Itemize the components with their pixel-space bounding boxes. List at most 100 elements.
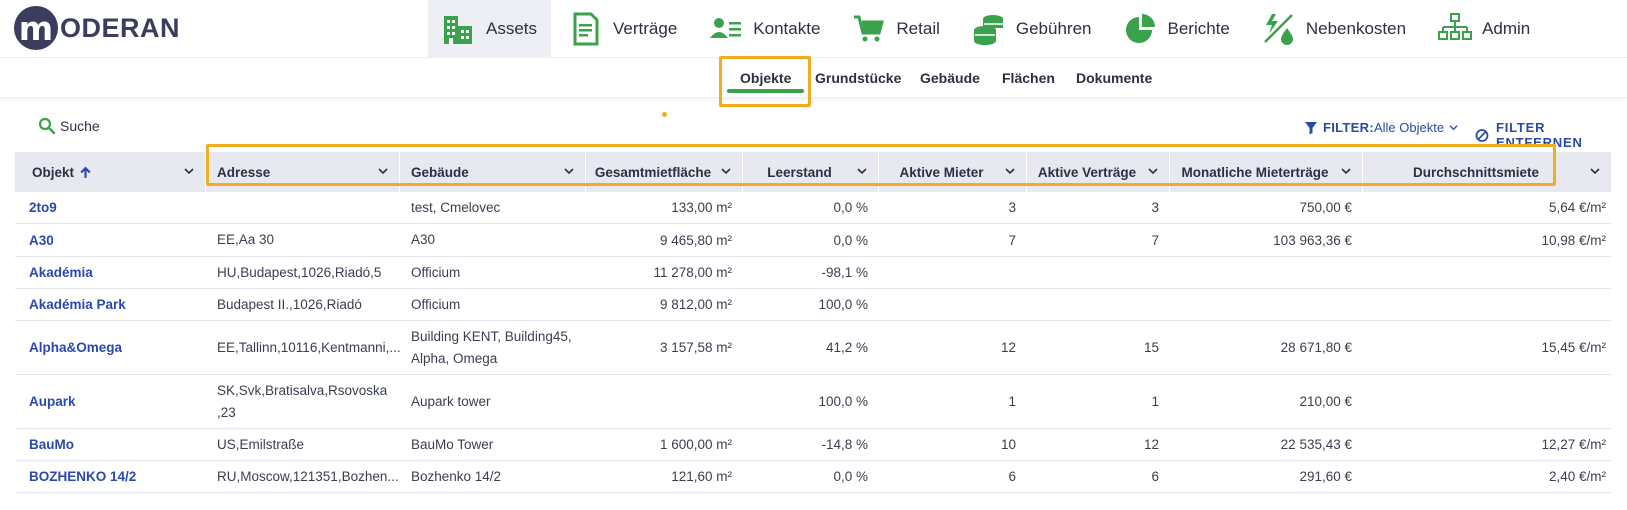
table-cell: 0,0 % [833,200,868,215]
object-link[interactable]: Akadémia Park [29,297,126,312]
table-cell: 6 [1008,469,1016,484]
tab-label: Gebäude [920,70,980,86]
object-link[interactable]: BauMo [29,437,74,452]
table-body: 2to9 test, Cmelovec 133,00 m² 0,0 % 3 3 750,00… [15,192,1612,493]
table-cell [206,192,400,223]
sort-ascending-icon[interactable] [79,166,92,179]
tab-gebaeude[interactable]: Gebäude [920,58,980,98]
chevron-down-icon[interactable] [720,165,732,177]
column-header-2[interactable]: Gebäude [400,152,586,192]
table-cell [586,375,743,428]
table-row[interactable]: Alpha&Omega EE,Tallinn,10116,Kentmanni,..… [15,321,1612,375]
table-cell: EE,Tallinn,10116,Kentmanni,... [217,339,400,355]
nav-item-assets[interactable]: Assets [428,0,552,58]
table-cell [1170,257,1363,288]
search-icon [38,117,56,135]
object-link[interactable]: BOZHENKO 14/2 [29,469,137,484]
column-header-7[interactable]: Monatliche Mieterträge [1170,152,1363,192]
moderan-logo[interactable]: m ODERAN [14,6,180,50]
table-cell [1363,375,1612,428]
table-cell: 3 [1008,200,1016,215]
column-header-label: Aktive Verträge [1037,164,1137,180]
nav-item-gebuehren[interactable]: Gebühren [958,0,1106,58]
table-cell: 291,60 € [1299,469,1352,484]
cart-icon [854,15,885,42]
table-cell: 10,98 €/m² [1541,232,1606,248]
nav-item-retail[interactable]: Retail [838,0,953,58]
table-cell: 9 812,00 m² [659,297,732,312]
tab-objekte[interactable]: Objekte [727,58,805,98]
nav-item-kontakte[interactable]: Kontakte [695,0,834,58]
column-header-5[interactable]: Aktive Mieter [879,152,1027,192]
top-bar: m ODERAN Assets Verträge [0,0,1627,58]
table-row[interactable]: Akadémia Park Budapest II.,1026,Riadó Offi… [15,289,1612,321]
tab-label: Objekte [740,70,792,86]
chevron-down-icon[interactable] [183,165,195,177]
table-row[interactable]: BauMo US,Emilstraße BauMo Tower 1 600,00 m²… [15,429,1612,461]
table-cell [1363,257,1612,288]
table-cell [879,289,1027,320]
column-header-label: Objekt [32,164,75,180]
search-button[interactable]: Suche [38,117,100,135]
table-cell: 12,27 €/m² [1541,437,1606,452]
chevron-down-icon[interactable] [1340,165,1352,177]
chevron-down-icon[interactable] [1589,165,1601,177]
column-header-3[interactable]: Gesamtmietfläche [586,152,743,192]
object-link[interactable]: Aupark [29,394,76,409]
tab-flaechen[interactable]: Flächen [1002,58,1055,98]
nav-item-nebenkosten[interactable]: Nebenkosten [1248,0,1420,58]
tab-label: Dokumente [1076,70,1153,86]
table-cell: 28 671,80 € [1280,340,1352,355]
column-header-8[interactable]: Durchschnittsmiete [1363,152,1612,192]
chevron-down-icon[interactable] [1004,165,1016,177]
table-cell [1363,289,1612,320]
table-cell: 12 [1143,437,1159,452]
filter-label: FILTER: [1323,120,1374,135]
buildings-icon [444,16,472,44]
table-cell: Budapest II.,1026,Riadó [217,296,362,312]
tab-grundstuecke[interactable]: Grundstücke [815,58,901,98]
nav-label: Berichte [1167,19,1230,38]
table-row[interactable]: 2to9 test, Cmelovec 133,00 m² 0,0 % 3 3 750,00… [15,192,1612,224]
nav-item-berichte[interactable]: Berichte [1110,0,1244,58]
org-chart-icon [1438,13,1473,40]
table-cell: 5,64 €/m² [1548,200,1606,215]
table-cell: Building KENT, Building45, Alpha, Omega [411,328,572,366]
table-row[interactable]: Aupark SK,Svk,Bratisalva,Rsovoska ,23 Aupa… [15,375,1612,429]
table-cell: 3 157,58 m² [659,340,732,355]
chevron-down-icon[interactable] [563,165,575,177]
object-link[interactable]: A30 [29,232,54,248]
object-link[interactable]: 2to9 [29,200,57,215]
table-cell: US,Emilstraße [217,436,305,452]
column-header-6[interactable]: Aktive Verträge [1027,152,1170,192]
column-header-0[interactable]: Objekt [15,152,206,192]
column-header-4[interactable]: Leerstand [743,152,879,192]
table-row[interactable]: Akadémia HU,Budapest,1026,Riadó,5 Officium… [15,257,1612,289]
nav-label: Assets [486,19,538,38]
nav-item-admin[interactable]: Admin [1424,0,1544,58]
table-cell: 210,00 € [1299,394,1352,409]
table-cell: 7 [1151,232,1159,248]
column-header-1[interactable]: Adresse [206,152,400,192]
table-cell: A30 [411,232,436,247]
tab-dokumente[interactable]: Dokumente [1076,58,1152,98]
remove-filter-button[interactable]: FILTER ENTFERNEN [1475,120,1627,150]
nav-item-vertraege[interactable]: Verträge [555,0,691,58]
table-row[interactable]: BOZHENKO 14/2 RU,Moscow,121351,Bozhen... B… [15,461,1612,493]
table-row[interactable]: A30 EE,Aa 30 A30 9 465,80 m² 0,0 % 7 7 103 963,… [15,224,1612,257]
table-cell [1027,289,1170,320]
filter-dropdown[interactable]: FILTER: Alle Objekte [1304,120,1458,135]
chevron-down-icon[interactable] [377,165,389,177]
object-link[interactable]: Alpha&Omega [29,340,123,355]
logo-text: ODERAN [60,12,181,43]
table-cell: 1 600,00 m² [659,437,732,452]
table-cell: 121,60 m² [671,469,732,484]
chevron-down-icon[interactable] [1147,165,1159,177]
object-link[interactable]: Akadémia [29,265,93,280]
nav-label: Verträge [613,19,678,38]
sub-nav: Objekte Grundstücke Gebäude Flächen Doku… [0,58,1627,98]
table-cell [1027,257,1170,288]
table-cell: 15 [1143,340,1159,355]
column-header-label: Monatliche Mieterträge [1181,164,1329,180]
chevron-down-icon[interactable] [856,165,868,177]
